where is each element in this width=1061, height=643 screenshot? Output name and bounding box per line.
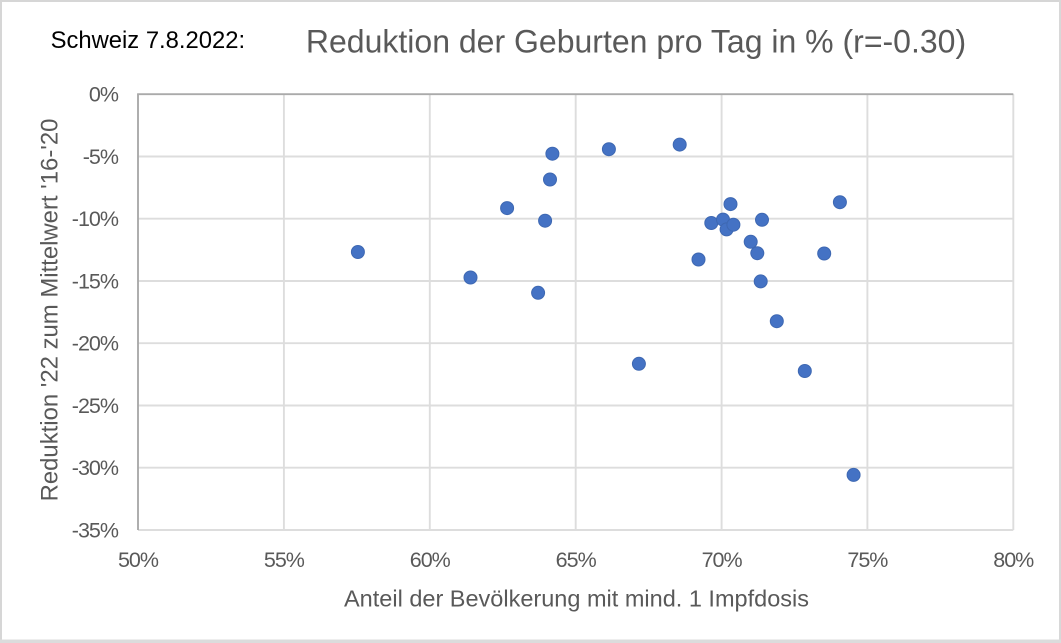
svg-text:-35%: -35% [72, 519, 119, 543]
svg-text:50%: 50% [118, 548, 159, 572]
svg-text:70%: 70% [702, 548, 743, 572]
svg-text:65%: 65% [556, 548, 597, 572]
svg-text:-30%: -30% [72, 456, 119, 480]
svg-text:Reduktion der Geburten pro Tag: Reduktion der Geburten pro Tag in % (r=-… [306, 24, 966, 60]
svg-text:60%: 60% [410, 548, 451, 572]
svg-text:75%: 75% [847, 548, 888, 572]
svg-text:-20%: -20% [72, 332, 119, 356]
svg-text:55%: 55% [264, 548, 305, 572]
svg-text:80%: 80% [993, 548, 1034, 572]
svg-text:-5%: -5% [83, 145, 119, 169]
svg-text:Schweiz 7.8.2022:: Schweiz 7.8.2022: [51, 27, 245, 54]
svg-text:-25%: -25% [72, 394, 119, 418]
svg-text:-15%: -15% [72, 270, 119, 294]
svg-text:Anteil der Bevölkerung mit min: Anteil der Bevölkerung mit mind. 1 Impfd… [344, 586, 809, 612]
svg-text:0%: 0% [89, 83, 119, 107]
svg-text:-10%: -10% [72, 207, 119, 231]
svg-text:Reduktion '22 zum Mittelwert ': Reduktion '22 zum Mittelwert '16-'20 [37, 119, 64, 502]
